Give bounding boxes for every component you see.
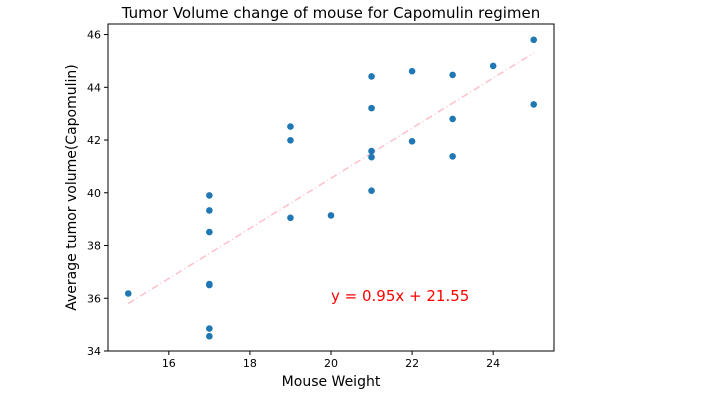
data-point [287,123,294,130]
regression-line [127,52,535,305]
data-point [206,207,213,214]
data-point [206,280,213,288]
chart-title: Tumor Volume change of mouse for Capomul… [121,4,541,22]
data-point [206,228,213,236]
regression-equation: y = 0.95x + 21.55 [331,287,469,305]
y-tick-label: 44 [87,81,101,94]
x-tick-label: 16 [162,357,176,370]
data-point [206,192,213,199]
data-point [368,104,375,112]
data-point [368,187,375,194]
y-axis-label: Average tumor volume(Capomulin) [64,64,80,310]
x-tick-label: 18 [243,357,257,370]
data-point [206,325,213,332]
data-point [327,212,335,219]
data-point [408,138,416,145]
y-tick-label: 40 [87,187,101,200]
data-point [124,290,132,297]
y-tick-label: 46 [87,29,101,42]
data-point [287,214,294,222]
y-tick-label: 34 [87,345,101,358]
x-axis-label: Mouse Weight [282,374,381,390]
data-point [449,153,456,160]
y-tick-label: 38 [87,240,101,253]
data-point [206,332,213,340]
data-point [530,101,538,108]
data-point [368,153,375,161]
data-point [530,36,538,44]
data-point [489,62,497,70]
x-tick-label: 22 [405,357,419,370]
data-point [408,67,416,75]
x-tick-label: 20 [324,357,338,370]
y-tick-label: 36 [87,292,101,305]
data-point [287,136,294,144]
data-point [449,71,456,79]
data-point [449,115,456,123]
data-point [368,73,375,80]
data-point [368,147,375,155]
x-tick-label: 24 [486,357,500,370]
y-tick-label: 42 [87,134,101,147]
